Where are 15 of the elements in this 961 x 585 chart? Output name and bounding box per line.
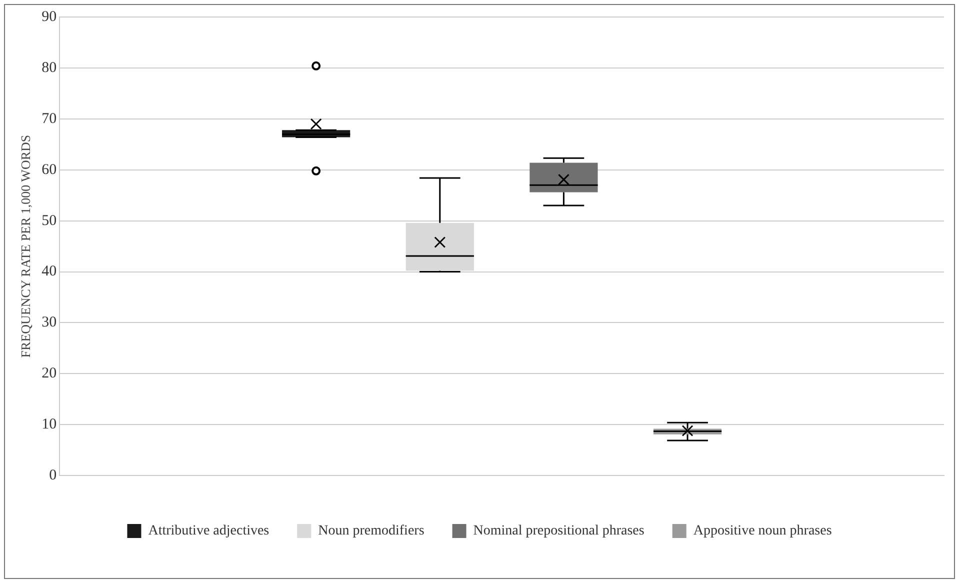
y-tick-label: 50 [42, 212, 57, 229]
legend-label: Nominal prepositional phrases [473, 524, 644, 539]
y-tick-label: 30 [42, 314, 57, 331]
legend-label: Attributive adjectives [148, 524, 270, 539]
y-tick-label: 0 [49, 468, 57, 484]
y-tick-label: 40 [42, 264, 57, 280]
y-axis-title: FREQUENCY RATE PER 1,000 WORDS [18, 134, 34, 358]
y-tick-label: 60 [42, 162, 57, 178]
legend-label: Noun premodifiers [318, 524, 424, 539]
y-tick-label: 90 [42, 8, 57, 25]
y-tick-label: 70 [42, 110, 57, 127]
y-tick-label: 80 [42, 60, 57, 76]
y-tick-label: 10 [42, 416, 57, 433]
legend-label: Appositive noun phrases [693, 524, 832, 539]
y-tick-label: 20 [42, 366, 57, 382]
